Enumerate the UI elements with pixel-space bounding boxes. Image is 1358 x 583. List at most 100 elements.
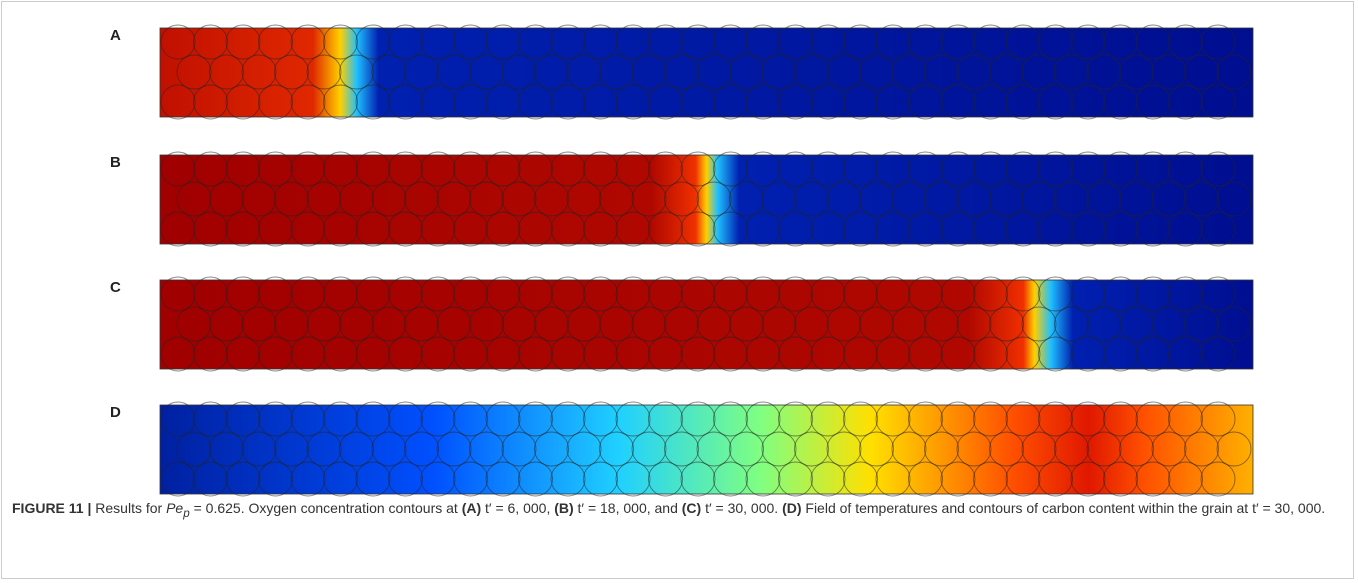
grain <box>875 276 911 312</box>
grain <box>713 24 748 60</box>
grain <box>518 151 553 187</box>
grain <box>615 336 651 372</box>
grain <box>875 151 911 187</box>
grain <box>1184 306 1219 342</box>
grain <box>1086 181 1122 217</box>
grain <box>209 54 244 90</box>
grain <box>1103 211 1138 247</box>
grain <box>323 211 358 247</box>
grain <box>290 276 326 312</box>
grain <box>1103 24 1138 60</box>
grain <box>485 336 521 372</box>
grain <box>371 181 407 217</box>
grain <box>843 461 878 497</box>
grain <box>566 306 602 342</box>
grain <box>1005 401 1041 437</box>
grain <box>989 306 1024 342</box>
grain <box>323 151 358 187</box>
grain <box>355 461 391 497</box>
grain <box>778 461 813 497</box>
grain <box>501 306 537 342</box>
panel-ref: (A) <box>461 500 482 516</box>
grain <box>1168 276 1203 312</box>
grain <box>680 336 716 372</box>
grain <box>371 54 407 90</box>
grain <box>1135 336 1171 372</box>
grain <box>1038 24 1073 60</box>
grain <box>794 54 829 90</box>
panel-ref: (B) <box>554 500 574 516</box>
grain <box>810 461 846 497</box>
grain <box>794 431 829 467</box>
caption-text: t′ = 30, 000. <box>701 500 783 516</box>
grain <box>453 401 488 437</box>
grain <box>453 461 488 497</box>
grain <box>973 24 1008 60</box>
grain <box>989 431 1024 467</box>
grain <box>631 431 667 467</box>
grain <box>908 276 943 312</box>
grain <box>1168 24 1203 60</box>
grain <box>745 336 781 372</box>
grain <box>745 211 781 247</box>
grain <box>615 401 651 437</box>
grain <box>1005 276 1041 312</box>
grain <box>648 84 683 120</box>
grain <box>664 431 699 467</box>
grain <box>875 24 911 60</box>
grain <box>1070 211 1106 247</box>
grain <box>550 84 586 120</box>
grain <box>160 276 196 312</box>
grain <box>664 306 699 342</box>
grain <box>1119 181 1154 217</box>
grain <box>761 181 797 217</box>
grain <box>339 306 374 342</box>
grain <box>778 211 813 247</box>
grain <box>1119 306 1154 342</box>
grain <box>810 336 846 372</box>
grain <box>615 211 651 247</box>
grain <box>355 84 391 120</box>
grain <box>388 276 423 312</box>
grain <box>258 336 293 372</box>
grain <box>761 431 797 467</box>
grain <box>1038 336 1073 372</box>
grain <box>453 84 488 120</box>
grain <box>745 461 781 497</box>
grain <box>306 54 342 90</box>
grain <box>1054 306 1089 342</box>
grain <box>826 54 862 90</box>
grain <box>908 336 943 372</box>
grain <box>404 431 439 467</box>
figure-label: FIGURE 11 | <box>12 500 92 516</box>
grain <box>453 151 488 187</box>
grain <box>501 54 537 90</box>
grain <box>550 401 586 437</box>
grain <box>306 431 342 467</box>
grain <box>1021 54 1057 90</box>
grain <box>485 401 521 437</box>
grain <box>908 84 943 120</box>
grain <box>875 461 911 497</box>
grain <box>973 151 1008 187</box>
grain <box>615 84 651 120</box>
grain <box>323 336 358 372</box>
grain <box>1135 84 1171 120</box>
grain <box>843 336 878 372</box>
grain <box>1103 336 1138 372</box>
grain <box>1005 24 1041 60</box>
grain <box>875 84 911 120</box>
grain <box>1184 431 1219 467</box>
grain <box>420 24 456 60</box>
grain <box>599 54 634 90</box>
grain <box>355 211 391 247</box>
grain <box>713 211 748 247</box>
grain <box>583 151 618 187</box>
grain <box>810 211 846 247</box>
grain <box>680 211 716 247</box>
grain <box>518 211 553 247</box>
grain <box>225 151 261 187</box>
grain <box>956 306 992 342</box>
grain <box>485 276 521 312</box>
